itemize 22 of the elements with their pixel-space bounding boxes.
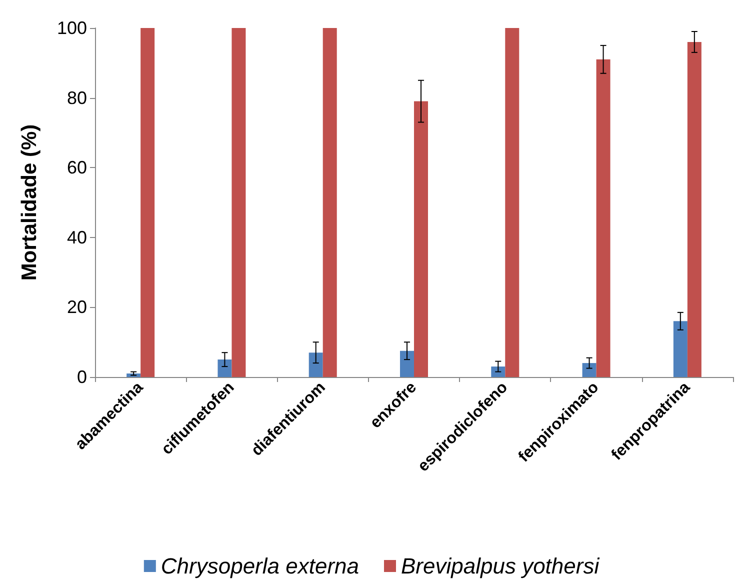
bar (505, 28, 520, 377)
bar (400, 350, 414, 377)
bar (322, 28, 337, 377)
bar (491, 366, 506, 377)
legend-label: Brevipalpus yothersi (401, 554, 600, 578)
y-tick-label: 0 (76, 367, 87, 387)
y-tick-label: 20 (66, 297, 87, 318)
legend-label: Chrysoperla externa (160, 554, 360, 578)
y-tick-label: 100 (56, 18, 87, 38)
bar (232, 28, 246, 377)
bar (673, 321, 688, 377)
y-tick-label: 80 (66, 88, 87, 108)
bar (140, 28, 155, 377)
y-tick-label: 40 (66, 227, 87, 248)
y-tick-label: 60 (66, 158, 87, 178)
bar (596, 59, 610, 377)
bar (687, 42, 702, 377)
bar (218, 360, 232, 377)
bar (414, 101, 428, 377)
bar (308, 352, 323, 377)
bar (582, 363, 596, 377)
y-axis-title: Mortalidade (%) (18, 124, 41, 281)
